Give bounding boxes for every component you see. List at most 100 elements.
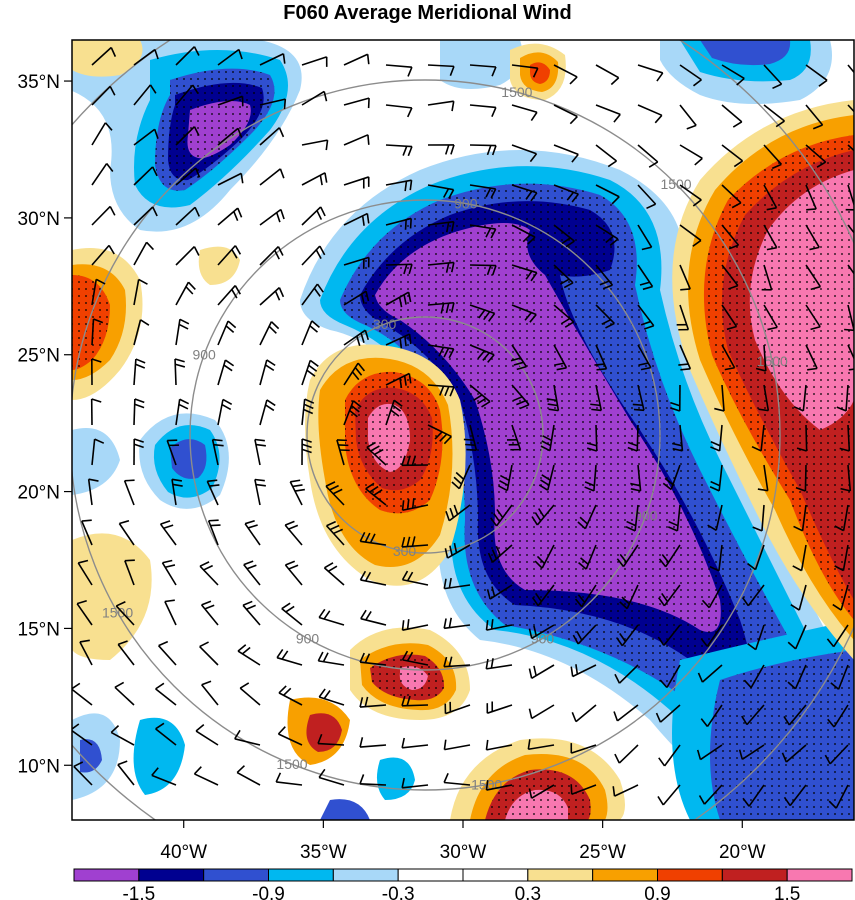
wind-barb <box>832 584 849 611</box>
wind-barb <box>91 278 106 306</box>
wind-barb <box>91 438 105 466</box>
wind-barb <box>443 773 471 786</box>
wind-barb <box>124 559 135 586</box>
wind-barb <box>469 104 497 117</box>
wind-barb <box>239 682 261 706</box>
wind-barb <box>110 725 135 746</box>
wind-barb <box>657 584 681 607</box>
wind-barb <box>637 184 657 210</box>
wind-barb <box>637 104 663 124</box>
wind-barb <box>614 744 639 764</box>
wind-barb <box>571 704 597 723</box>
wind-barb <box>511 64 539 78</box>
wind-barb <box>469 64 497 77</box>
wind-barb <box>401 650 429 666</box>
wind-barb <box>485 739 513 751</box>
colorbar-swatch <box>657 868 723 882</box>
range-ring-label: 900 <box>634 507 658 523</box>
wind-barb <box>259 246 284 266</box>
wind-barb <box>697 664 723 683</box>
wind-barb <box>91 85 116 106</box>
wind-barb <box>401 777 429 789</box>
wind-barb <box>217 172 244 186</box>
wind-barb <box>72 682 93 706</box>
wind-barb <box>201 680 219 706</box>
y-tick-label: 10°N <box>18 756 60 777</box>
wind-barb <box>301 320 320 346</box>
wind-barb <box>259 359 276 386</box>
wind-barb <box>155 682 177 706</box>
wind-barb <box>763 64 783 90</box>
wind-barb <box>698 784 723 805</box>
wind-barb <box>427 384 455 397</box>
wind-barb <box>284 560 303 586</box>
wind-barb <box>385 64 413 77</box>
wind-barb <box>325 520 345 546</box>
wind-barb <box>87 478 99 506</box>
wind-barb <box>301 245 326 266</box>
wind-barb <box>217 245 242 266</box>
wind-barb <box>528 784 555 799</box>
y-tick-label: 15°N <box>18 619 60 640</box>
wind-barb <box>325 481 345 506</box>
wind-barb <box>721 344 736 371</box>
wind-barb <box>401 455 429 467</box>
wind-barb <box>805 104 824 130</box>
x-tick-label: 30°W <box>440 842 487 863</box>
wind-barb <box>318 688 345 706</box>
wind-barb <box>714 384 725 412</box>
wind-barb <box>511 384 530 410</box>
range-ring-label: 900 <box>454 196 478 212</box>
wind-barb <box>317 651 345 666</box>
wind-barb <box>805 344 818 371</box>
wind-barb <box>336 439 350 466</box>
wind-barb <box>614 664 639 684</box>
wind-barb <box>259 53 286 66</box>
wind-barb <box>658 544 681 568</box>
wind-barb <box>133 319 150 346</box>
wind-barb <box>637 64 664 82</box>
wind-barb <box>281 602 303 626</box>
y-tick-label: 20°N <box>18 483 60 504</box>
wind-barb <box>679 264 691 291</box>
wind-barb <box>91 205 116 226</box>
wind-barb <box>259 127 285 146</box>
anomaly-northwest-negative <box>72 40 302 232</box>
wind-barb <box>318 768 345 786</box>
wind-barb <box>839 424 851 452</box>
wind-barb <box>679 104 697 130</box>
wind-barb <box>278 685 303 706</box>
wind-barb <box>175 318 190 346</box>
wind-barb <box>824 744 849 765</box>
wind-barb <box>254 478 266 506</box>
wind-barb <box>721 104 743 128</box>
wind-barb <box>164 599 177 626</box>
wind-barb <box>217 359 235 386</box>
wind-barb <box>385 179 413 192</box>
wind-barb <box>359 570 387 586</box>
wind-barb <box>667 504 681 532</box>
wind-barb <box>657 624 681 646</box>
wind-barb <box>595 304 615 329</box>
wind-barb <box>133 398 145 426</box>
wind-barb <box>584 464 597 492</box>
wind-barb <box>847 264 854 290</box>
wind-barb <box>445 504 471 522</box>
wind-barb <box>790 584 807 611</box>
range-ring-label: 900 <box>531 631 555 647</box>
wind-barb <box>637 264 654 291</box>
wind-barb <box>133 206 158 226</box>
wind-barb <box>463 424 478 451</box>
wind-barb <box>586 424 598 452</box>
wind-barb <box>752 504 765 532</box>
wind-barb <box>443 656 471 668</box>
wind-barb <box>343 362 366 386</box>
wind-barb <box>443 739 471 751</box>
wind-barb <box>385 333 412 349</box>
wind-barb <box>117 760 135 786</box>
wind-barb <box>427 261 455 273</box>
wind-barb <box>763 144 782 170</box>
colorbar-swatch <box>462 868 529 882</box>
wind-barb <box>679 64 702 87</box>
wind-barb <box>574 584 597 608</box>
